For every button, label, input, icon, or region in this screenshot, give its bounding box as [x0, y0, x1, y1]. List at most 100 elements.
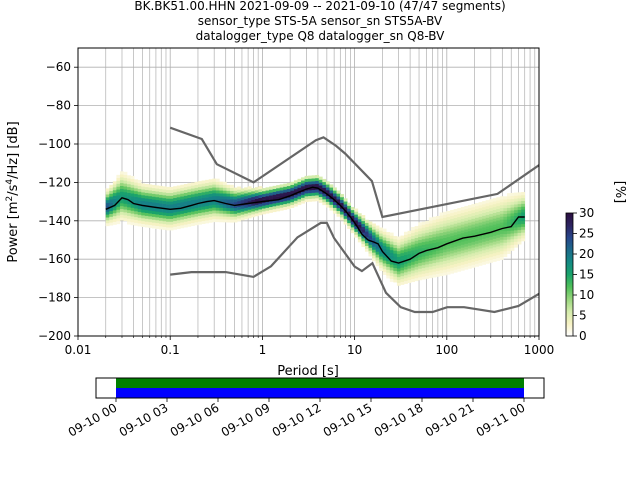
- pdf-cell: [219, 210, 224, 214]
- pdf-cell: [159, 211, 163, 215]
- pdf-cell: [205, 211, 210, 215]
- pdf-cell: [496, 234, 501, 238]
- pdf-cell: [265, 190, 270, 194]
- pdf-cell: [219, 213, 224, 217]
- pdf-cell: [336, 207, 341, 211]
- pdf-cell: [453, 217, 458, 221]
- pdf-cell: [389, 258, 394, 262]
- pdf-cell: [418, 277, 423, 281]
- pdf-cell: [421, 230, 426, 234]
- pdf-cell: [464, 243, 469, 247]
- pdf-cell: [155, 222, 160, 227]
- pdf-cell: [279, 195, 284, 200]
- pdf-cell: [439, 226, 444, 231]
- pdf-cell: [130, 210, 135, 214]
- pdf-cell: [425, 238, 430, 242]
- pdf-cell: [428, 220, 433, 224]
- pdf-cell: [485, 243, 490, 247]
- pdf-cell: [190, 219, 195, 224]
- pdf-cell: [435, 267, 440, 272]
- pdf-cell: [386, 266, 391, 270]
- pdf-cell: [403, 237, 408, 241]
- pdf-cell: [190, 199, 195, 203]
- pdf-cell: [127, 181, 131, 185]
- pdf-cell: [141, 209, 146, 213]
- pdf-cell: [148, 218, 153, 223]
- pdf-cell: [340, 211, 344, 215]
- pdf-cell: [421, 241, 426, 245]
- pdf-cell: [105, 217, 110, 221]
- pdf-cell: [336, 210, 341, 214]
- pdf-cell: [123, 194, 128, 199]
- pdf-cell: [208, 210, 213, 215]
- pdf-cell: [382, 268, 387, 273]
- pdf-cell: [464, 266, 469, 270]
- pdf-cell: [134, 222, 139, 226]
- pdf-cell: [464, 229, 469, 233]
- pdf-cell: [190, 222, 195, 227]
- pdf-cell: [478, 228, 483, 232]
- pdf-cell: [183, 209, 188, 214]
- pdf-cell: [159, 200, 163, 204]
- pdf-cell: [187, 200, 192, 204]
- pdf-cell: [332, 196, 337, 200]
- pdf-cell: [446, 242, 451, 246]
- pdf-cell: [492, 232, 497, 236]
- pdf-cell: [432, 225, 437, 229]
- pdf-cell: [503, 219, 508, 223]
- pdf-cell: [453, 252, 458, 256]
- pdf-cell: [475, 217, 479, 221]
- pdf-cell: [478, 222, 483, 226]
- pdf-cell: [109, 207, 114, 212]
- pdf-cell: [425, 272, 430, 276]
- pdf-cell: [219, 207, 224, 211]
- pdf-cell: [411, 238, 415, 242]
- pdf-cell: [393, 244, 398, 248]
- pdf-cell: [265, 204, 270, 208]
- pdf-cell: [386, 260, 391, 265]
- pdf-cell: [521, 200, 526, 204]
- pdf-cell: [215, 213, 220, 217]
- pdf-cell: [201, 194, 206, 199]
- pdf-cell: [123, 183, 128, 187]
- pdf-cell: [389, 238, 394, 242]
- pdf-cell: [411, 229, 415, 234]
- pdf-cell: [506, 213, 511, 217]
- pdf-cell: [286, 200, 291, 204]
- pdf-cell: [432, 216, 437, 220]
- pdf-cell: [496, 205, 501, 210]
- pdf-cell: [109, 222, 114, 226]
- pdf-cell: [435, 241, 440, 246]
- pdf-cell: [482, 204, 486, 208]
- pdf-cell: [521, 232, 526, 236]
- pdf-cell: [127, 186, 131, 191]
- pdf-cell: [137, 208, 142, 212]
- pdf-cell: [467, 259, 472, 263]
- pdf-cell: [489, 259, 494, 263]
- pdf-cell: [279, 198, 284, 202]
- pdf-cell: [261, 202, 266, 206]
- pdf-cell: [194, 184, 199, 188]
- pdf-cell: [297, 178, 302, 183]
- pdf-cell: [403, 266, 408, 270]
- pdf-cell: [389, 241, 394, 245]
- pdf-cell: [183, 218, 188, 222]
- pdf-cell: [411, 264, 415, 268]
- pdf-cell: [173, 226, 178, 230]
- pdf-cell: [418, 225, 423, 229]
- pdf-cell: [403, 254, 408, 258]
- pdf-cell: [212, 204, 217, 208]
- pdf-cell: [514, 201, 518, 205]
- pdf-cell: [130, 207, 135, 211]
- pdf-cell: [350, 229, 355, 234]
- pdf-cell: [116, 186, 121, 190]
- pdf-cell: [396, 273, 401, 278]
- pdf-cell: [205, 194, 210, 198]
- pdf-cell: [233, 187, 238, 191]
- pdf-cell: [503, 213, 508, 217]
- pdf-cell: [492, 250, 497, 254]
- pdf-cell: [329, 193, 334, 197]
- pdf-cell: [407, 253, 412, 258]
- pdf-cell: [198, 209, 202, 214]
- pdf-cell: [460, 212, 465, 216]
